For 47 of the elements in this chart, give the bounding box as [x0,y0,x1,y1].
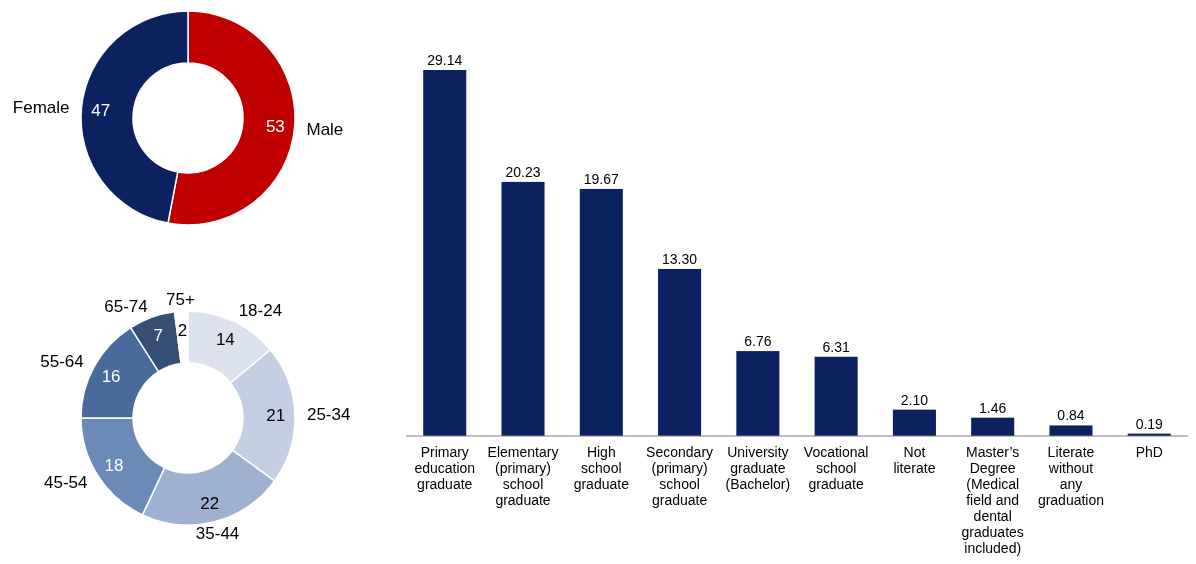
bar [423,70,467,436]
bar [658,268,702,436]
data-label: 18 [104,455,124,475]
bar [501,181,545,436]
x-tick-label: Elementary (primary) school graduate [487,444,559,508]
slice-label: 55-64 [40,351,84,371]
slice-label: 65-74 [104,296,148,316]
x-tick-label: Master’s Degree (Medical field and dental graduates included) [961,444,1024,556]
slice-label: 35-44 [195,524,240,544]
data-label: 19.67 [583,170,620,187]
x-tick-label: University graduate (Bachelor) [725,444,791,492]
slice-label: 18-24 [238,301,283,321]
bar [1049,425,1093,436]
bar [736,351,780,436]
bar [892,409,936,436]
data-label: 0.19 [1135,415,1164,432]
slice-label: Male [306,120,344,140]
data-label: 47 [91,100,111,120]
x-tick-label: Not literate [893,444,936,476]
data-label: 6.31 [822,338,850,355]
slice-label: 25-34 [306,405,351,425]
data-label: 22 [200,493,220,513]
data-label: 0.84 [1057,407,1085,424]
data-label: 7 [153,326,164,346]
data-label: 14 [215,329,235,349]
x-tick-label: Primary education graduate [414,444,476,492]
data-label: 1.46 [979,399,1007,416]
bar [579,188,623,436]
data-label: 16 [101,366,121,386]
x-tick-label: PhD [1135,444,1163,460]
data-label: 13.30 [662,250,698,267]
data-label: 20.23 [505,163,541,180]
slice-label: Female [12,97,70,117]
x-tick-label: Secondary (primary) school graduate [646,444,714,508]
slice-label: 75+ [166,290,196,310]
x-tick-label: High school graduate [573,444,630,492]
data-label: 6.76 [744,333,772,350]
bar [814,356,858,436]
bar [971,417,1015,436]
data-label: 2.10 [900,391,929,408]
slice-label: 45-54 [44,472,88,492]
data-label: 53 [265,117,285,137]
x-tick-label: Vocational school graduate [803,444,869,492]
data-label: 2 [177,321,188,341]
x-tick-label: Literate without any graduation [1037,444,1105,508]
data-label: 21 [266,406,286,426]
data-label: 29.14 [427,52,463,68]
